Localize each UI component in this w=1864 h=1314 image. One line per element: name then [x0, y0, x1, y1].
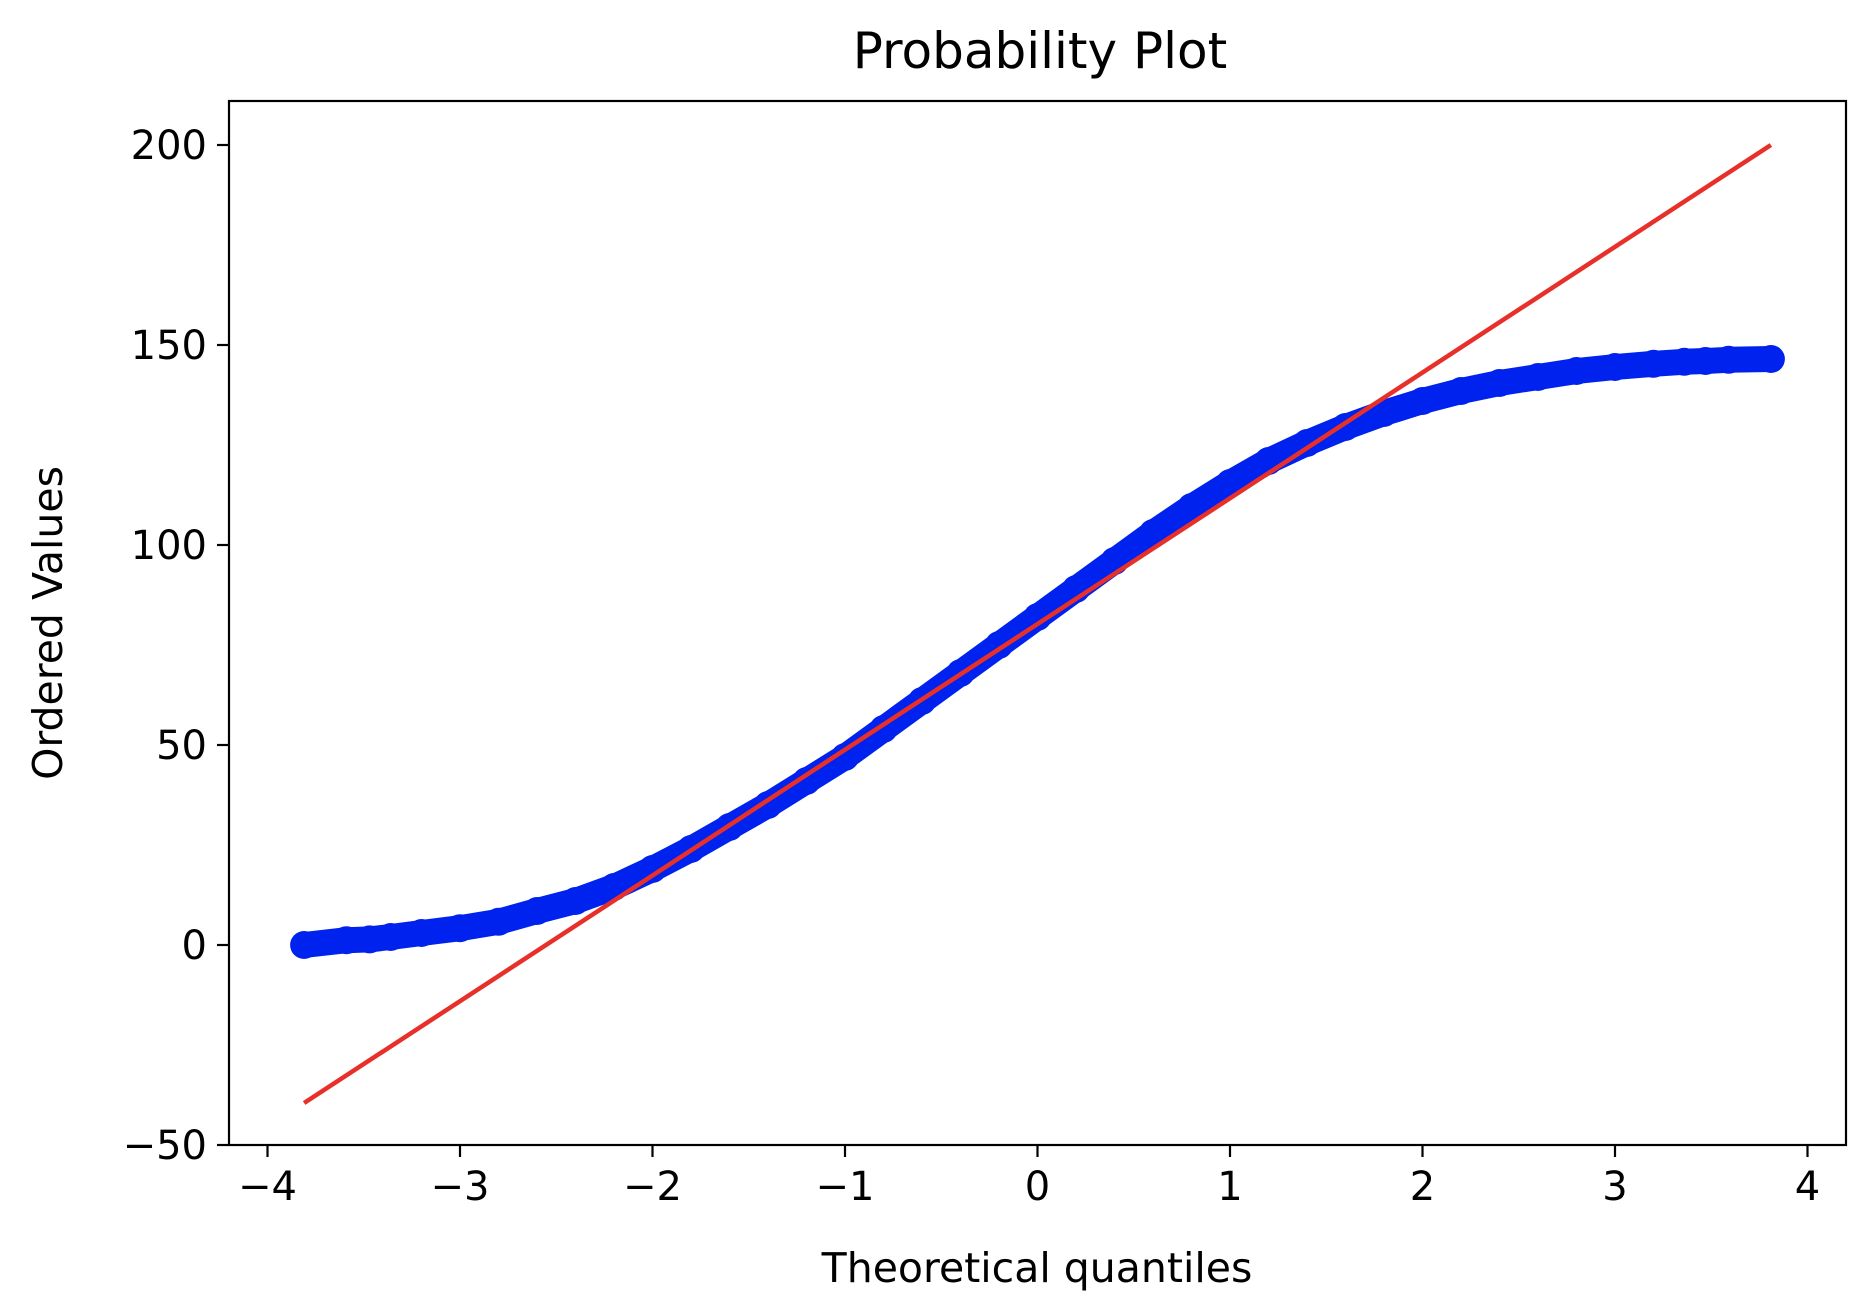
data-point [290, 931, 319, 959]
data-point [355, 925, 384, 954]
data-point [1216, 469, 1244, 497]
x-axis: −4 −3 −2 −1 0 1 2 3 4 [238, 1145, 1820, 1210]
data-point [1639, 349, 1668, 378]
plot-area [227, 99, 1848, 1147]
data-point [1601, 353, 1629, 381]
x-tick-label: −3 [431, 1164, 490, 1210]
data-point [484, 907, 513, 936]
data-point [638, 855, 667, 883]
x-tick-label: −4 [238, 1164, 297, 1210]
y-tick-label: 150 [131, 323, 207, 369]
data-point [446, 914, 474, 943]
y-tick-label: −50 [123, 1123, 207, 1169]
data-point [1370, 399, 1398, 427]
x-tick-label: −1 [816, 1164, 875, 1210]
x-tick-label: 3 [1602, 1164, 1627, 1210]
data-point [376, 923, 405, 951]
chart-title: Probability Plot [853, 22, 1227, 80]
data-point [1756, 345, 1785, 373]
y-tick-label: 0 [182, 923, 207, 969]
y-tick-label: 50 [156, 723, 207, 769]
x-tick-label: −2 [623, 1164, 682, 1210]
y-tick-label: 200 [131, 123, 207, 169]
data-point [1691, 347, 1720, 375]
data-point [1408, 387, 1437, 415]
data-point [561, 887, 590, 915]
data-point [1139, 519, 1167, 547]
x-tick-label: 0 [1025, 1164, 1050, 1210]
data-point [1177, 493, 1206, 521]
x-axis-label: Theoretical quantiles [821, 1244, 1253, 1292]
data-point [523, 897, 551, 925]
x-tick-label: 2 [1410, 1164, 1435, 1210]
data-point [1447, 377, 1475, 405]
data-point [1023, 603, 1052, 631]
data-point [792, 767, 821, 795]
data-point [1562, 357, 1591, 385]
data-point [332, 926, 361, 955]
x-tick-label: 1 [1217, 1164, 1242, 1210]
data-point [407, 919, 436, 947]
data-point [1714, 345, 1743, 374]
fit-line [302, 143, 1773, 1105]
x-tick-label: 4 [1795, 1164, 1820, 1210]
data-marks [290, 143, 1785, 1105]
data-point [831, 743, 859, 771]
y-axis: −50 0 50 100 150 200 [123, 123, 229, 1169]
y-tick-label: 100 [131, 523, 207, 569]
data-point [1524, 363, 1552, 391]
data-point [1670, 347, 1699, 376]
y-axis-label: Ordered Values [24, 466, 72, 780]
data-point [1100, 547, 1129, 575]
data-point [1485, 369, 1514, 397]
